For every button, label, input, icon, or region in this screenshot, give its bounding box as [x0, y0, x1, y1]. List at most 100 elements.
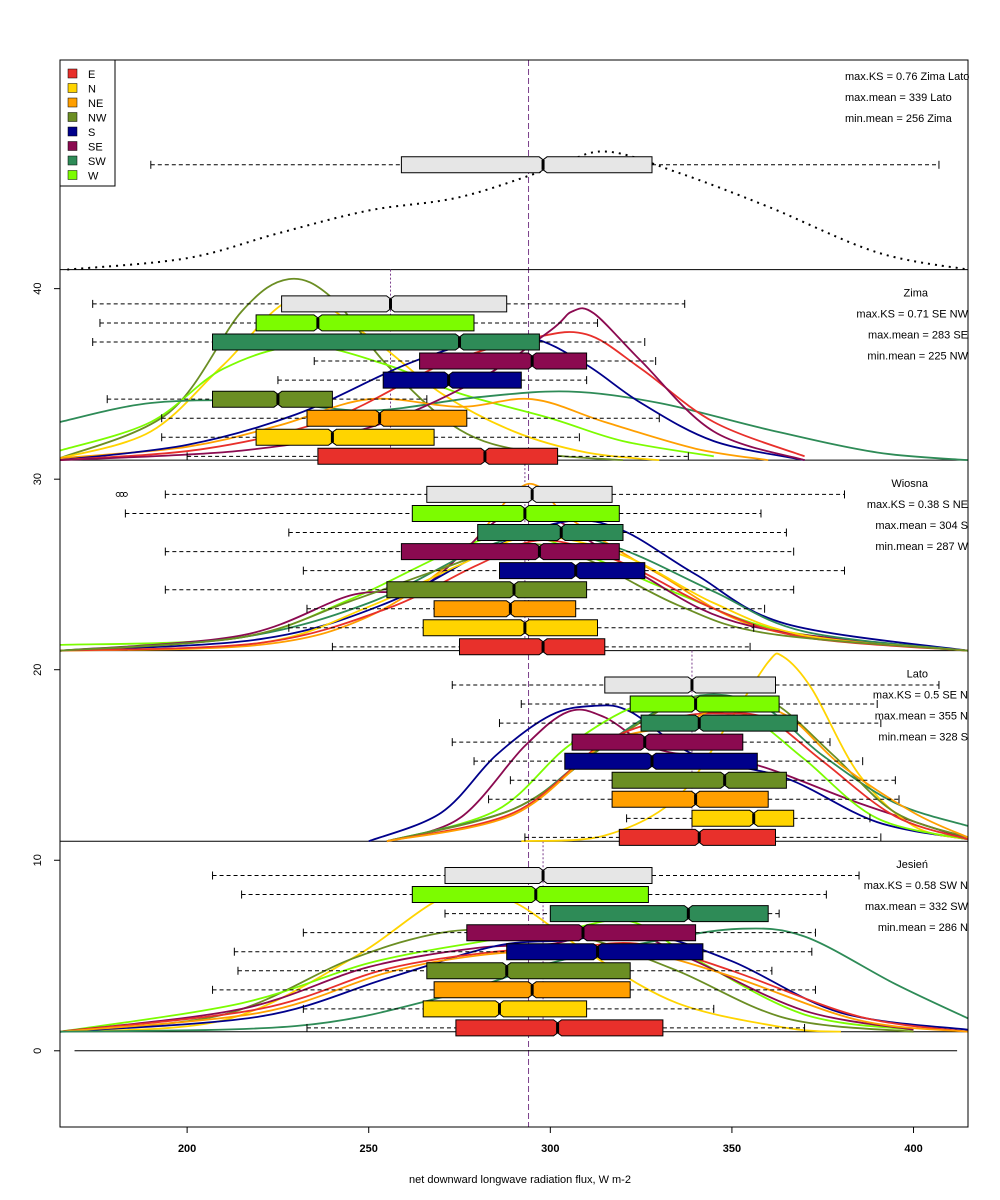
season-0-N-box [255, 428, 435, 446]
season-2-curve-N [521, 652, 969, 843]
season-0-SW-boxplot [92, 333, 646, 351]
legend-swatch-SW [67, 155, 78, 166]
season-0-curve-W [59, 344, 714, 458]
season-0-curve-SW [59, 390, 969, 461]
x-tick-label: 200 [178, 1143, 196, 1155]
season-2-all-box [604, 676, 776, 694]
season-0-SE-boxplot [313, 352, 657, 370]
legend-label-S: S [88, 127, 95, 139]
season-2-N-box [691, 809, 795, 827]
x-tick-label: 400 [904, 1143, 922, 1155]
legend-label-NW: NW [88, 113, 107, 125]
season-1-NE-boxplot [306, 600, 766, 618]
season-3-E-boxplot [306, 1019, 806, 1037]
season-3-stat-1: max.mean = 332 SW [865, 901, 969, 913]
y-tick-label: 30 [32, 473, 44, 485]
season-3-all-box [444, 867, 653, 884]
x-tick-label: 350 [723, 1143, 741, 1155]
stat-labels: max.KS = 0.76 Zima Lato max.mean = 339 La… [845, 71, 969, 934]
legend-label-W: W [88, 171, 99, 183]
season-3-SE-boxplot [302, 924, 816, 942]
season-0-stat-2: min.mean = 225 NW [867, 351, 968, 363]
season-0-SE-box [419, 352, 588, 370]
season-0-E-boxplot [186, 447, 689, 465]
season-1-W-boxplot [124, 505, 762, 522]
season-2-curve-E [386, 712, 969, 843]
season-1-stat-2: min.mean = 287 W [875, 541, 968, 553]
season-1-curve-NE [59, 482, 969, 652]
season-3-name: Jesień [896, 859, 928, 871]
y-tick-label: 40 [32, 283, 44, 295]
plot-frame [59, 59, 969, 1128]
season-1-SW-boxplot [288, 524, 787, 541]
season-2-S-boxplot [473, 752, 864, 770]
season-2-W-boxplot [520, 695, 878, 713]
season-2-SE-box [571, 733, 744, 751]
x-tick-label: 250 [360, 1143, 378, 1155]
axes: 200 250 300 350 400 0 10 20 30 40 [32, 59, 969, 1155]
y-tick-label: 20 [32, 664, 44, 676]
legend-label-E: E [88, 69, 95, 81]
legend-label-NE: NE [88, 98, 103, 110]
season-2-name: Lato [907, 669, 928, 681]
season-3-all-boxplot [212, 867, 860, 884]
season-1-S-boxplot [302, 562, 846, 580]
season-3-stat-0: max.KS = 0.58 SW N [864, 880, 968, 892]
season-1-all-box [426, 485, 613, 503]
legend-swatch-E [67, 68, 78, 79]
season-2-SE-boxplot [451, 733, 831, 751]
legend-swatch-NE [67, 97, 78, 108]
season-0-W-box [255, 314, 475, 332]
season-2-stat-2: min.mean = 328 S [878, 732, 968, 744]
season-1-N-boxplot [288, 619, 755, 637]
season-1-SW-box [477, 524, 624, 541]
all-stat-0: max.KS = 0.76 Zima Lato [845, 71, 969, 83]
season-3-stat-2: min.mean = 286 N [878, 922, 968, 934]
season-2-SW-box [640, 714, 798, 732]
season-3-W-box [411, 886, 649, 903]
legend-label-SE: SE [88, 142, 103, 154]
season-2-curve-S [368, 704, 969, 843]
legend-swatch-W [67, 170, 78, 180]
season-3-N-boxplot [302, 1000, 715, 1018]
season-1-W-box [411, 505, 620, 522]
season-2-E-box [618, 828, 776, 846]
season-2-NW-box [611, 771, 787, 789]
season-1-NE-box [433, 600, 577, 618]
y-tick-label: 10 [32, 854, 44, 866]
season-3-NW-boxplot [237, 962, 773, 980]
season-0-name: Zima [904, 288, 929, 300]
season-0-NE-boxplot [161, 409, 660, 427]
season-2-SW-boxplot [498, 714, 882, 732]
season-0-curve-NE [59, 397, 769, 461]
season-0-W-boxplot [99, 314, 599, 332]
season-3-SW-box [549, 905, 769, 923]
season-1-curve-S [59, 519, 969, 652]
season-2-NW-boxplot [509, 771, 896, 789]
legend-swatch-N [67, 83, 78, 93]
season-2-NE-box [611, 790, 769, 808]
season-1-stat-1: max.mean = 304 S [875, 520, 968, 532]
all-stat-1: max.mean = 339 Lato [845, 92, 952, 104]
season-3-NE-boxplot [212, 981, 816, 999]
season-3-W-boxplot [241, 886, 827, 903]
legend-label-SW: SW [88, 156, 106, 168]
legend-swatch-S [67, 126, 78, 137]
season-0-NW-box [212, 390, 333, 408]
season-1-stat-0: max.KS = 0.38 S NE [867, 499, 968, 511]
season-0-E-box [317, 447, 559, 465]
season-0-NE-box [306, 409, 468, 427]
season-1-S-box [499, 562, 646, 580]
season-1-NW-boxplot [164, 581, 795, 599]
season-3-NW-box [426, 962, 631, 980]
season-0-S-box [382, 371, 522, 389]
season-0-all-box [281, 295, 508, 313]
season-0-stat-0: max.KS = 0.71 SE NW [856, 309, 968, 321]
legend-swatch-NW [67, 112, 78, 122]
season-0-NW-boxplot [106, 390, 428, 408]
season-0-S-boxplot [277, 371, 588, 389]
season-0-all-boxplot [92, 295, 686, 313]
legend: EN NE NW S SE SW W [59, 59, 116, 187]
season-2-stat-0: max.KS = 0.5 SE N [873, 690, 968, 702]
